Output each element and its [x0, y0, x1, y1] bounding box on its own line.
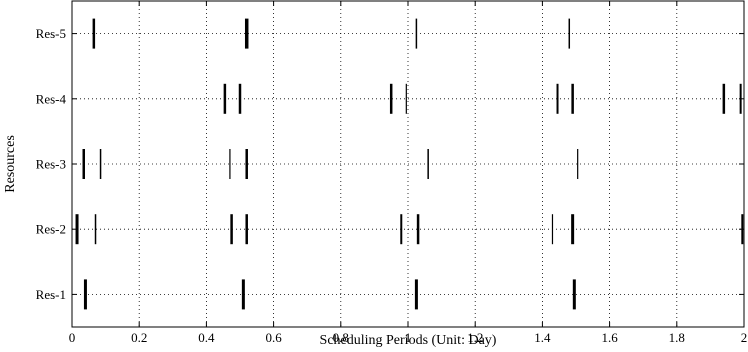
- y-tick-label-res-4: Res-4: [36, 91, 67, 106]
- x-tick-label: 1.6: [601, 330, 618, 345]
- x-tick-label: 0: [69, 330, 76, 345]
- x-tick-label: 0.4: [198, 330, 215, 345]
- y-axis-title: Resources: [3, 135, 18, 193]
- x-tick-label: 1: [405, 330, 412, 345]
- x-tick-label: 1.2: [467, 330, 483, 345]
- x-tick-label: 1.4: [534, 330, 551, 345]
- x-tick-label: 0.6: [265, 330, 282, 345]
- x-tick-label: 0.8: [333, 330, 349, 345]
- x-tick-label: 2: [741, 330, 748, 345]
- y-tick-label-res-2: Res-2: [36, 222, 66, 237]
- x-tick-label: 0.2: [131, 330, 147, 345]
- plot-frame: [71, 0, 745, 328]
- x-axis-title: Scheduling Periods (Unit: Day): [320, 333, 497, 347]
- y-tick-label-res-3: Res-3: [36, 157, 66, 172]
- x-tick-label: 1.8: [669, 330, 685, 345]
- grid-layer: [72, 1, 744, 327]
- y-tick-label-res-1: Res-1: [36, 287, 66, 302]
- axis-layer: 0 0.2 0.4 0.6 0.8 1 1.2 1.4 1.6 1.8 2 Res-1 Res-2 Res…: [36, 1, 748, 345]
- y-tick-label-res-5: Res-5: [36, 26, 66, 41]
